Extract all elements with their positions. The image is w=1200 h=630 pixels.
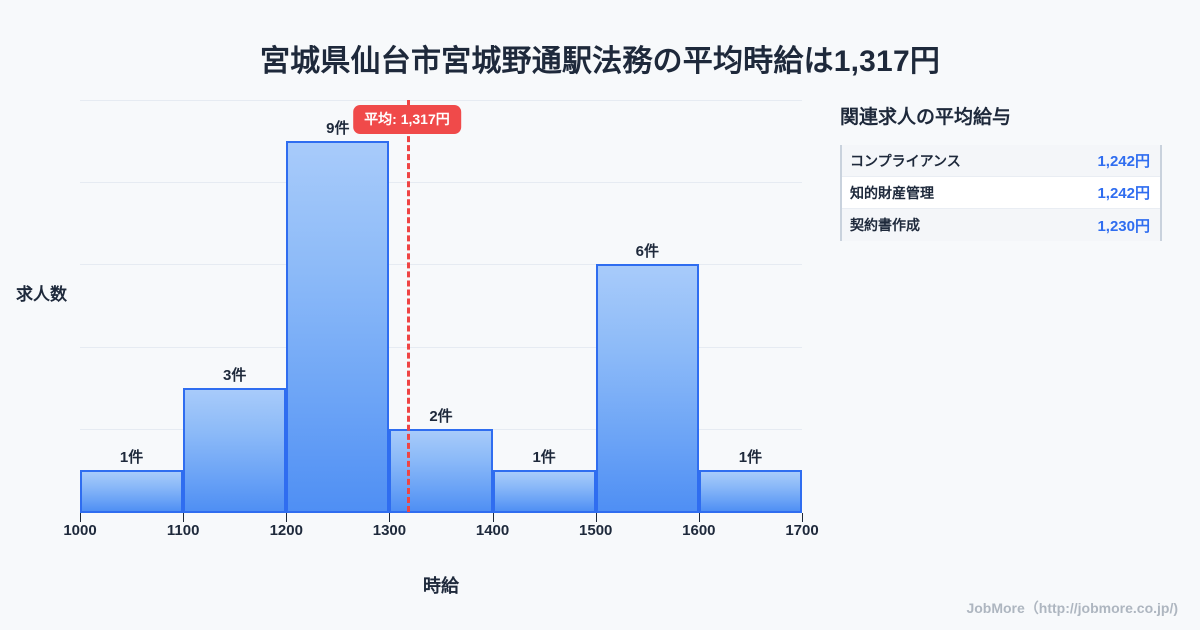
y-axis-label: 求人数 (16, 285, 67, 304)
x-tick (389, 513, 391, 522)
bar (389, 428, 493, 511)
row-label: 知的財産管理 (850, 184, 934, 201)
bar (492, 469, 596, 511)
gridline (80, 346, 802, 348)
bar-value-label: 1件 (119, 448, 144, 466)
bar-value-label: 2件 (429, 407, 453, 425)
gridline (80, 100, 802, 101)
sidebar-title: 関連求人の平均給与 (840, 107, 1012, 128)
histogram-chart: 1000 1100 1200 1300 1400 1500 1600 1700 1件 3件 9件 2… (16, 100, 819, 596)
table-row: 契約書作成 1,230円 (842, 209, 1160, 241)
x-tick-label: 1700 (785, 522, 819, 539)
table-row: コンプライアンス 1,242円 (842, 145, 1160, 177)
row-value: 1,230円 (1097, 217, 1150, 235)
bar (80, 469, 184, 511)
x-tick-label: 1400 (475, 522, 510, 539)
row-label: コンプライアンス (850, 152, 961, 169)
average-dashed-line (406, 100, 410, 512)
table-row: 知的財産管理 1,242円 (842, 177, 1160, 209)
bar (698, 469, 802, 511)
x-tick (802, 513, 803, 522)
page-title: 宮城県仙台市宮城野通駅法務の平均時給は1,317円 (259, 45, 941, 78)
x-tick-label: 1000 (63, 522, 97, 539)
x-tick (80, 513, 81, 522)
bar (183, 387, 287, 511)
x-tick (595, 513, 597, 522)
x-tick-label: 1500 (579, 522, 613, 539)
bar-value-label: 9件 (326, 120, 350, 138)
related-salary-table: コンプライアンス 1,242円 知的財産管理 1,242円 契約書作成 1,230円 (840, 145, 1162, 241)
bar-value-label: 1件 (738, 448, 763, 466)
x-tick (286, 513, 288, 522)
x-tick (698, 513, 700, 522)
bar (595, 264, 699, 511)
row-value: 1,242円 (1097, 185, 1150, 202)
gridline (80, 182, 802, 184)
bar-value-label: 6件 (635, 243, 659, 261)
x-tick-label: 1200 (269, 522, 303, 539)
bar-value-label: 3件 (223, 366, 247, 384)
bar-value-label: 1件 (532, 448, 556, 466)
row-label: 契約書作成 (850, 217, 920, 233)
x-tick (492, 513, 494, 522)
bar (286, 141, 390, 511)
average-badge: 平均: 1,317円 (353, 105, 461, 134)
x-axis-line (80, 511, 802, 513)
x-tick-label: 1100 (166, 522, 200, 539)
sidebar: 関連求人の平均給与 コンプライアンス 1,242円 知的財産管理 1,242円 契約書作… (838, 0, 1200, 630)
x-axis-label: 時給 (423, 576, 459, 596)
row-value: 1,242円 (1097, 153, 1150, 170)
gridline (80, 264, 802, 266)
footer-attribution: JobMore（http://jobmore.co.jp/) (966, 600, 1178, 616)
x-tick (183, 513, 185, 522)
x-tick-label: 1300 (372, 522, 407, 539)
x-tick-label: 1600 (682, 522, 716, 539)
